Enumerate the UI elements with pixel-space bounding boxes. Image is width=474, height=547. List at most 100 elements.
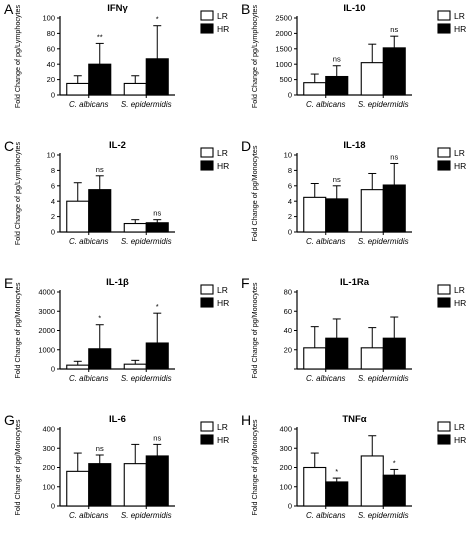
bar-lr [303,82,327,96]
bar-lr [66,82,90,96]
bar-lr [123,363,147,370]
significance-marker: ns [333,175,341,184]
panel-letter: D [241,138,251,154]
y-axis-label: Fold Change of pg/Monocytes [250,282,259,378]
y-axis-label: Fold Change of pg/Monocytes [250,145,259,241]
bar-hr [88,63,112,96]
bar-lr [123,222,147,233]
y-tick-label: 0 [51,228,55,237]
y-axis-label: Fold Change of pg/Monocytes [13,282,22,378]
y-tick-label: 500 [279,75,292,84]
y-tick-label: 2000 [38,326,55,335]
y-tick-label: 3000 [38,307,55,316]
legend-swatch-lr [437,284,451,295]
category-label: S. epidermidis [121,511,172,520]
category-label: S. epidermidis [358,511,409,520]
panel-letter: B [241,1,250,17]
y-axis-label: Fold Change of pg/Monocytes [13,419,22,515]
bar-hr [325,75,349,96]
panel-d: D IL-18 Fold Change of pg/Monocytes 0 2 4 6 8 10… [241,138,466,246]
legend-swatch-hr [200,297,214,308]
panel-e: E IL-1β Fold Change of pg/Monocytes 0 1000 20… [4,275,229,383]
chart-title: IL-1β [106,277,129,288]
panel-g: G IL-6 Fold Change of pg/Monocytes 0 100 200 3… [4,412,229,520]
chart-title: IL-10 [343,3,365,14]
panel-a: A IFNγ Fold Change of pg/Lymphocytes 0 20 40 6… [4,1,229,109]
legend-label-lr: LR [454,148,465,158]
panel-f: F IL-1Ra Fold Change of pg/Monocytes 20 40 60… [241,275,466,383]
bar-lr [66,364,90,370]
chart-title: IL-6 [109,414,126,425]
legend-swatch-lr [200,421,214,432]
significance-marker: ns [390,25,398,34]
category-label: S. epidermidis [121,100,172,109]
significance-marker: * [335,467,338,476]
legend-swatch-lr [437,147,451,158]
panel-letter: C [4,138,14,154]
y-axis-label: Fold Change of pg/Monocytes [250,419,259,515]
y-tick-label: 100 [42,482,55,491]
bar-hr [382,47,406,96]
bar-lr [66,200,90,233]
significance-marker: ns [96,165,104,174]
significance-marker: * [156,15,159,24]
y-tick-label: 20 [284,345,292,354]
significance-marker: ns [333,55,341,64]
significance-marker: * [98,314,101,323]
legend-label-hr: HR [454,24,466,34]
y-tick-label: 2 [288,212,292,221]
y-tick-label: 200 [279,463,292,472]
bar-lr [360,347,384,370]
significance-marker: ** [97,32,103,41]
y-tick-label: 4 [288,197,292,206]
bar-hr [382,184,406,233]
bar-lr [66,470,90,507]
category-label: S. epidermidis [358,374,409,383]
y-tick-label: 300 [279,444,292,453]
bar-hr [145,455,169,507]
legend-label-lr: LR [217,285,228,295]
y-tick-label: 8 [51,166,55,175]
legend-swatch-hr [437,160,451,171]
category-label: S. epidermidis [358,100,409,109]
y-tick-label: 40 [284,326,292,335]
legend-label-lr: LR [217,422,228,432]
category-label: C. albicans [69,511,109,520]
legend-label-lr: LR [454,285,465,295]
bar-lr [303,196,327,233]
category-label: S. epidermidis [121,374,172,383]
category-label: C. albicans [306,511,346,520]
y-axis-label: Fold Change of pg/Lymphocytes [13,4,22,108]
legend-label-hr: HR [454,435,466,445]
y-tick-label: 8 [288,166,292,175]
panel-h: H TNFα Fold Change of pg/Monocytes 0 100 200 3… [241,412,466,520]
panel-letter: G [4,412,15,428]
y-tick-label: 300 [42,444,55,453]
category-label: C. albicans [69,100,109,109]
y-axis-label: Fold Change of pg/Lymphocytes [13,141,22,245]
bar-hr [145,58,169,96]
y-tick-label: 60 [284,307,292,316]
y-tick-label: 80 [47,29,55,38]
category-label: C. albicans [306,237,346,246]
panel-letter: H [241,412,251,428]
y-tick-label: 100 [42,14,55,23]
significance-marker: ns [390,152,398,161]
legend-swatch-hr [200,434,214,445]
y-tick-label: 0 [288,228,292,237]
category-label: C. albicans [69,374,109,383]
bar-hr [88,463,112,507]
y-tick-label: 6 [288,181,292,190]
bar-lr [123,82,147,96]
bar-hr [88,189,112,233]
y-tick-label: 80 [284,288,292,297]
y-tick-label: 0 [51,365,55,374]
y-tick-label: 2500 [275,14,292,23]
bar-lr [360,189,384,233]
bar-lr [303,347,327,370]
y-axis-label: Fold Change of pg/Lymphocytes [250,4,259,108]
legend-swatch-lr [437,10,451,21]
legend-swatch-lr [200,147,214,158]
bar-lr [303,466,327,507]
